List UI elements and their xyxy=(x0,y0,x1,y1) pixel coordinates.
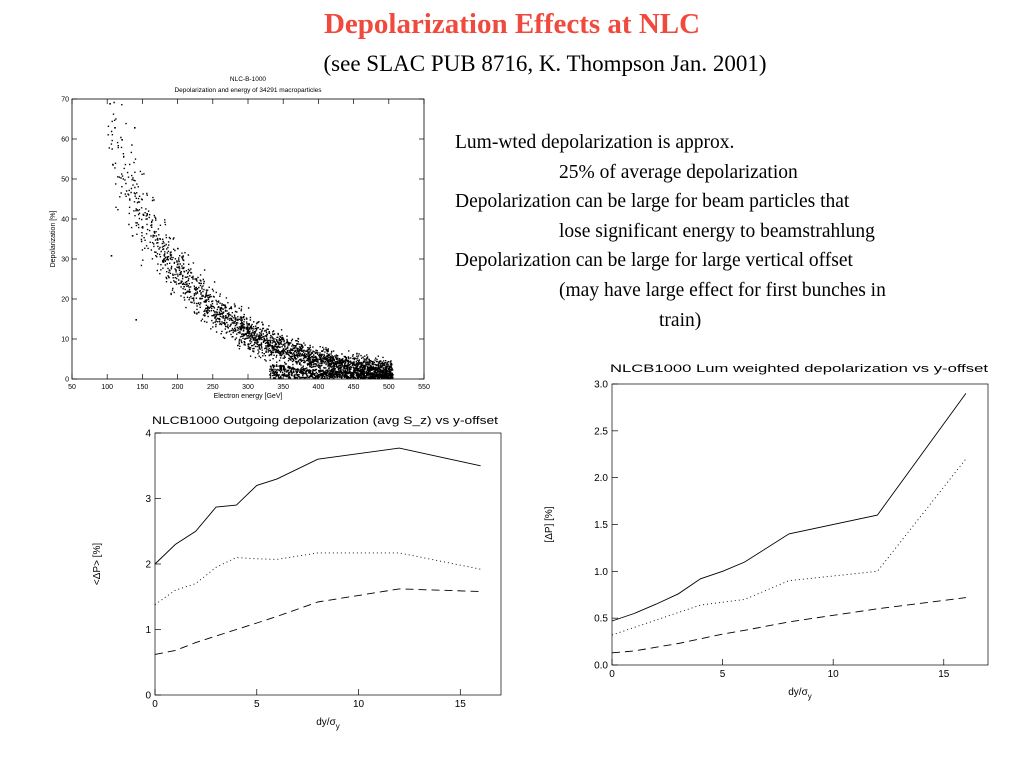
outgoing-xtick-label: 5 xyxy=(254,699,260,710)
bullet-1-line-2: 25% of average depolarization xyxy=(559,161,798,183)
scatter-ytick-label: 0 xyxy=(65,377,69,384)
lumweighted-ytick-label: 3.0 xyxy=(594,380,608,391)
scatter-xtick-label: 500 xyxy=(383,384,395,391)
scatter-ytick-label: 50 xyxy=(61,177,69,184)
scatter-point-cloud xyxy=(107,101,394,380)
outgoing-ylabel: <ΔP> [%] xyxy=(92,543,103,585)
outgoing-ytick-label: 3 xyxy=(145,494,151,505)
lumweighted-series-dashed-line xyxy=(611,597,966,654)
outgoing-series-dotted-line xyxy=(154,552,481,605)
scatter-ytick-label: 40 xyxy=(61,217,69,224)
outgoing-ytick-label: 0 xyxy=(145,691,151,702)
scatter-ylabel: Depolarization [%] xyxy=(50,211,57,268)
scatter-ytick-label: 70 xyxy=(61,97,69,104)
lumweighted-ytick-label: 0.5 xyxy=(594,614,608,625)
outgoing-ytick-label: 4 xyxy=(145,429,151,440)
slide-subtitle: (see SLAC PUB 8716, K. Thompson Jan. 200… xyxy=(323,51,767,76)
scatter-ytick-label: 10 xyxy=(61,337,69,344)
scatter-xtick-label: 400 xyxy=(313,384,325,391)
scatter-xtick-label: 250 xyxy=(207,384,219,391)
bullet-3-line-2: (may have large effect for first bunches… xyxy=(559,279,886,301)
lumweighted-xtick-label: 15 xyxy=(938,669,950,680)
lumweighted-ytick-label: 2.5 xyxy=(594,426,608,437)
scatter-xtick-label: 300 xyxy=(242,384,254,391)
bullet-2-line-1: Depolarization can be large for beam par… xyxy=(455,191,850,213)
lumweighted-xtick-label: 0 xyxy=(609,669,615,680)
scatter-points xyxy=(107,101,394,380)
scatter-subtitle: Depolarization and energy of 34291 macro… xyxy=(174,87,322,94)
outgoing-chart: NLCB1000 Outgoing depolarization (avg S_… xyxy=(92,415,502,731)
bullet-1-line-1: Lum-wted depolarization is approx. xyxy=(455,132,735,153)
scatter-plot-frame xyxy=(71,98,425,380)
scatter-xtick-label: 550 xyxy=(418,384,430,391)
scatter-ytick-label: 60 xyxy=(61,137,69,144)
outgoing-plot-frame xyxy=(154,432,502,696)
scatter-title: NLC-B-1000 xyxy=(230,76,267,83)
lumweighted-ytick-label: 0.0 xyxy=(594,661,608,672)
scatter-ytick-label: 30 xyxy=(61,257,69,264)
outgoing-xlabel: dy/σy xyxy=(316,717,340,731)
outgoing-xtick-label: 0 xyxy=(152,699,158,710)
lumweighted-plot-frame xyxy=(611,383,989,666)
outgoing-title: NLCB1000 Outgoing depolarization (avg S_… xyxy=(152,415,498,427)
scatter-xtick-label: 200 xyxy=(172,384,184,391)
outgoing-ytick-label: 2 xyxy=(145,560,151,571)
lumweighted-series-solid-line xyxy=(611,393,967,622)
bullet-3-line-3: train) xyxy=(659,309,702,331)
lumweighted-ytick-label: 2.0 xyxy=(594,473,608,484)
lumweighted-xtick-label: 5 xyxy=(720,669,726,680)
scatter-xtick-label: 100 xyxy=(101,384,113,391)
scatter-xtick-label: 450 xyxy=(348,384,360,391)
scatter-xtick-label: 150 xyxy=(137,384,149,391)
scatter-ytick-label: 20 xyxy=(61,297,69,304)
lumweighted-title: NLCB1000 Lum weighted depolarization vs … xyxy=(610,363,988,375)
lumweighted-chart: NLCB1000 Lum weighted depolarization vs … xyxy=(544,363,989,701)
outgoing-xtick-label: 10 xyxy=(353,699,365,710)
slide-title: Depolarization Effects at NLC xyxy=(323,8,701,40)
outgoing-series-solid-line xyxy=(154,447,481,565)
bullet-3-line-1: Depolarization can be large for large ve… xyxy=(455,250,853,272)
outgoing-ytick-label: 1 xyxy=(145,625,151,636)
bullet-2-line-2: lose significant energy to beamstrahlung xyxy=(559,220,875,242)
scatter-xtick-label: 350 xyxy=(277,384,289,391)
lumweighted-ytick-label: 1.5 xyxy=(594,520,608,531)
scatter-xlabel: Electron energy [GeV] xyxy=(214,393,283,400)
lumweighted-ytick-label: 1.0 xyxy=(594,567,608,578)
outgoing-series-dashed-line xyxy=(154,588,481,655)
lumweighted-ylabel: [ΔP] [%] xyxy=(544,506,555,542)
lumweighted-xlabel: dy/σy xyxy=(788,687,812,701)
lumweighted-xtick-label: 10 xyxy=(828,669,840,680)
lumweighted-xlabel-subscript: y xyxy=(808,692,812,701)
outgoing-xlabel-subscript: y xyxy=(336,722,340,731)
lumweighted-series-dotted-line xyxy=(611,458,967,636)
bullet-list: Lum-wted depolarization is approx. 25% o… xyxy=(455,128,1015,335)
outgoing-xtick-label: 15 xyxy=(455,699,467,710)
scatter-chart: NLC-B-1000 Depolarization and energy of 3… xyxy=(50,76,430,400)
scatter-xtick-label: 50 xyxy=(68,384,76,391)
